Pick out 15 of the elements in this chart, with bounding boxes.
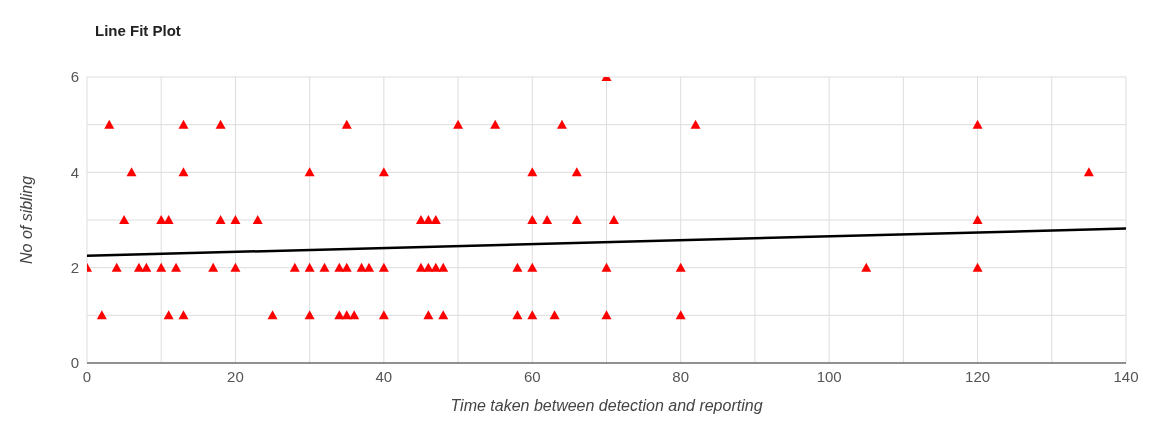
y-tick-label: 6 — [70, 68, 79, 86]
chart-title: Line Fit Plot — [95, 22, 181, 39]
x-axis-title: Time taken between detection and reporting — [450, 397, 763, 414]
x-tick-label: 40 — [375, 367, 393, 385]
x-tick-label: 80 — [672, 367, 690, 385]
y-axis-title: No of sibling — [17, 175, 35, 265]
x-tick-label: 60 — [523, 367, 541, 385]
x-tick-label: 0 — [82, 367, 92, 385]
y-tick-label: 0 — [70, 354, 79, 372]
x-tick-label: 20 — [227, 367, 244, 385]
x-tick-label: 100 — [816, 367, 842, 385]
x-tick-label: 120 — [965, 367, 991, 385]
x-tick-label: 140 — [1113, 367, 1139, 385]
y-tick-label: 4 — [70, 163, 79, 181]
y-tick-label: 2 — [70, 258, 79, 276]
